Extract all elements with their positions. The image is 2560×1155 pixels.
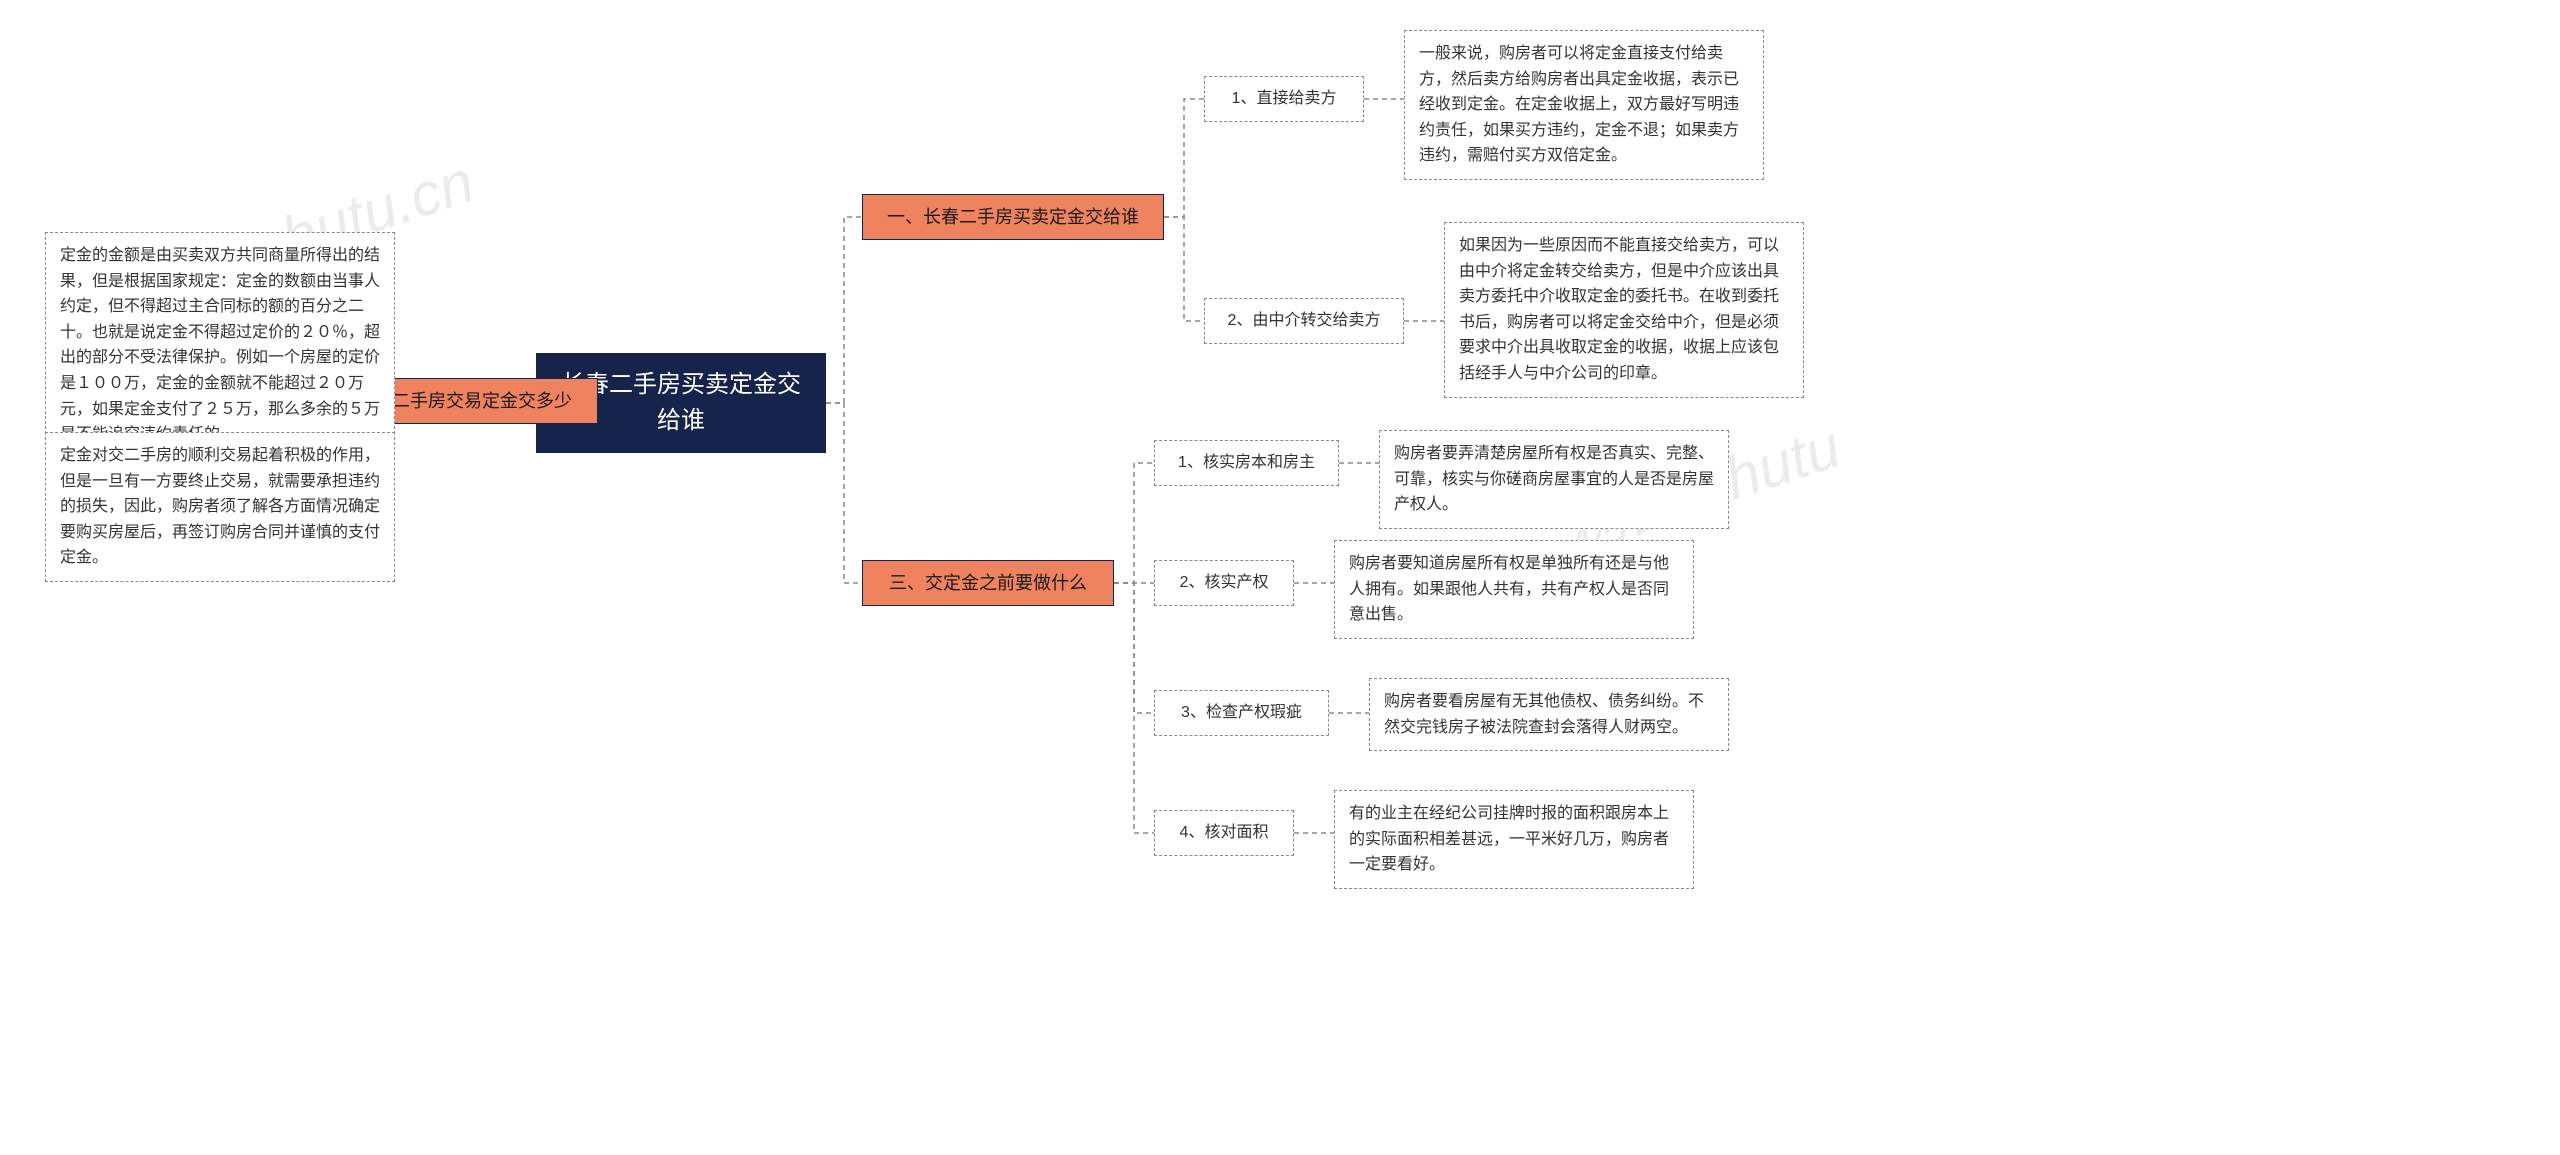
branch-3-item-2-label: 2、核实产权	[1154, 560, 1294, 606]
branch-2-desc-2: 定金对交二手房的顺利交易起着积极的作用，但是一旦有一方要终止交易，就需要承担违约…	[45, 432, 395, 582]
branch-3-item-1-label: 1、核实房本和房主	[1154, 440, 1339, 486]
branch-3-item-4-label: 4、核对面积	[1154, 810, 1294, 856]
branch-3-item-3-label: 3、检查产权瑕疵	[1154, 690, 1329, 736]
branch-1-item-2-label: 2、由中介转交给卖方	[1204, 298, 1404, 344]
branch-3-item-1-desc: 购房者要弄清楚房屋所有权是否真实、完整、可靠，核实与你磋商房屋事宜的人是否是房屋…	[1379, 430, 1729, 529]
branch-3-item-4-desc: 有的业主在经纪公司挂牌时报的面积跟房本上的实际面积相差甚远，一平米好几万，购房者…	[1334, 790, 1694, 889]
branch-3: 三、交定金之前要做什么	[862, 560, 1114, 606]
branch-1-item-1-desc: 一般来说，购房者可以将定金直接支付给卖方，然后卖方给购房者出具定金收据，表示已经…	[1404, 30, 1764, 180]
branch-1-item-2-desc: 如果因为一些原因而不能直接交给卖方，可以由中介将定金转交给卖方，但是中介应该出具…	[1444, 222, 1804, 398]
branch-3-item-2-desc: 购房者要知道房屋所有权是单独所有还是与他人拥有。如果跟他人共有，共有产权人是否同…	[1334, 540, 1694, 639]
branch-1-item-1-label: 1、直接给卖方	[1204, 76, 1364, 122]
branch-3-item-3-desc: 购房者要看房屋有无其他债权、债务纠纷。不然交完钱房子被法院查封会落得人财两空。	[1369, 678, 1729, 751]
branch-1: 一、长春二手房买卖定金交给谁	[862, 194, 1164, 240]
branch-2-desc-1: 定金的金额是由买卖双方共同商量所得出的结果，但是根据国家规定：定金的数额由当事人…	[45, 232, 395, 459]
